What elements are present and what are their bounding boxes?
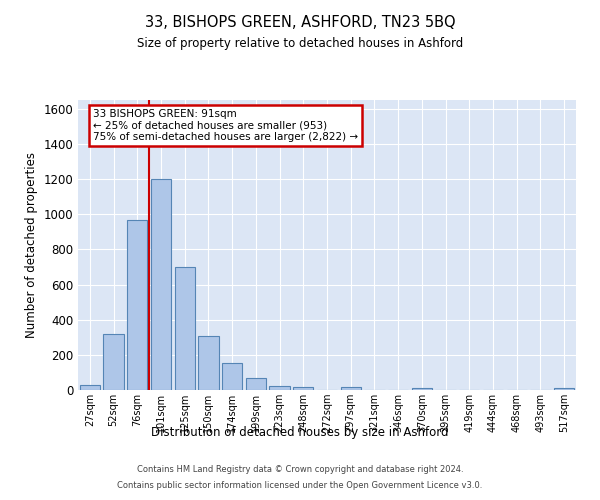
- Bar: [341, 388, 361, 390]
- Bar: [293, 388, 313, 390]
- Bar: [412, 388, 432, 390]
- Text: Size of property relative to detached houses in Ashford: Size of property relative to detached ho…: [137, 38, 463, 51]
- Bar: [80, 384, 100, 390]
- Bar: [103, 334, 124, 390]
- Y-axis label: Number of detached properties: Number of detached properties: [25, 152, 38, 338]
- Text: 33 BISHOPS GREEN: 91sqm
← 25% of detached houses are smaller (953)
75% of semi-d: 33 BISHOPS GREEN: 91sqm ← 25% of detache…: [93, 108, 358, 142]
- Bar: [269, 386, 290, 390]
- Text: 33, BISHOPS GREEN, ASHFORD, TN23 5BQ: 33, BISHOPS GREEN, ASHFORD, TN23 5BQ: [145, 15, 455, 30]
- Text: Contains public sector information licensed under the Open Government Licence v3: Contains public sector information licen…: [118, 480, 482, 490]
- Bar: [222, 363, 242, 390]
- Bar: [246, 378, 266, 390]
- Bar: [175, 267, 195, 390]
- Text: Distribution of detached houses by size in Ashford: Distribution of detached houses by size …: [151, 426, 449, 439]
- Bar: [151, 179, 171, 390]
- Text: Contains HM Land Registry data © Crown copyright and database right 2024.: Contains HM Land Registry data © Crown c…: [137, 466, 463, 474]
- Bar: [554, 388, 574, 390]
- Bar: [199, 336, 218, 390]
- Bar: [127, 220, 148, 390]
